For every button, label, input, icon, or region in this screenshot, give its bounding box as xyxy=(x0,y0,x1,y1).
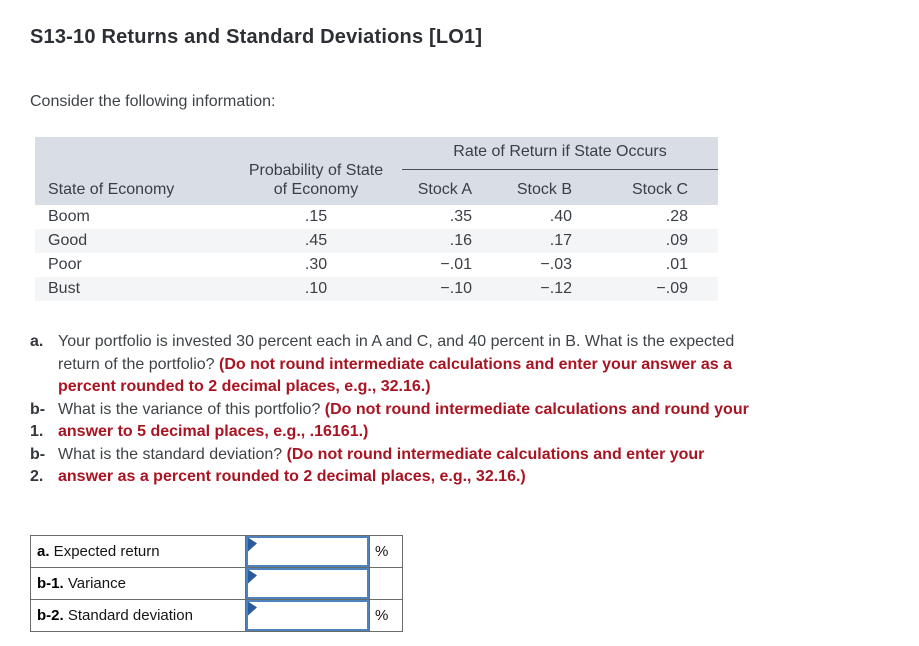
cell-stock-a: .35 xyxy=(449,208,472,225)
answer-input-cell xyxy=(245,534,370,568)
answer-label-text: Expected return xyxy=(49,542,160,560)
question-item-b2: b-2. What is the standard deviation? (Do… xyxy=(30,444,760,489)
info-table: Probability of State of Economy Rate of … xyxy=(35,137,718,301)
info-table-header: Probability of State of Economy Rate of … xyxy=(35,137,718,205)
answer-input-cell xyxy=(245,598,370,632)
cell-stock-c: −.09 xyxy=(656,280,688,297)
cell-state: Good xyxy=(48,232,88,249)
standard-deviation-input[interactable] xyxy=(246,599,369,631)
cell-state: Poor xyxy=(48,256,82,273)
info-table-body: Boom .15 .35 .40 .28 Good .45 .16 .17 .0… xyxy=(35,205,718,301)
cell-probability: .45 xyxy=(304,232,328,249)
question-item-a: a. Your portfolio is invested 30 percent… xyxy=(30,331,760,399)
question-body-text: What is the variance of this portfolio? xyxy=(58,400,325,418)
question-text: What is the standard deviation? (Do not … xyxy=(58,444,760,489)
answer-label-text: Standard deviation xyxy=(63,606,193,624)
question-body-text: What is the standard deviation? xyxy=(58,445,287,463)
question-label: b-1. xyxy=(30,400,46,441)
question-item-b1: b-1. What is the variance of this portfo… xyxy=(30,399,760,444)
cell-stock-c: .09 xyxy=(665,232,688,249)
question-list: a. Your portfolio is invested 30 percent… xyxy=(30,331,760,489)
expected-return-input[interactable] xyxy=(246,535,369,567)
span-header-rate-of-return: Rate of Return if State Occurs xyxy=(402,137,718,170)
table-row-bust: Bust .10 −.10 −.12 −.09 xyxy=(35,277,718,301)
question-label: a. xyxy=(30,333,44,350)
problem-content: S13-10 Returns and Standard Deviations [… xyxy=(30,26,760,632)
col-header-stock-b: Stock B xyxy=(502,169,602,205)
question-body-text: Your portfolio is invested 30 percent ea… xyxy=(58,333,735,373)
col-header-state-of-economy: State of Economy xyxy=(35,169,230,205)
cell-probability: .10 xyxy=(304,280,328,297)
cell-stock-b: −.03 xyxy=(540,256,572,273)
cell-stock-b: −.12 xyxy=(540,280,572,297)
empty-suffix xyxy=(369,566,403,600)
cell-stock-b: .40 xyxy=(549,208,572,225)
answer-label-prefix: b-2. xyxy=(37,606,64,624)
table-row-good: Good .45 .16 .17 .09 xyxy=(35,229,718,253)
col-header-probability-line1: Probability of State xyxy=(248,162,384,179)
answer-label: a. Expected return xyxy=(30,534,246,568)
col-header-stock-c: Stock C xyxy=(602,169,718,205)
question-text: Your portfolio is invested 30 percent ea… xyxy=(58,331,760,399)
cell-stock-a: −.01 xyxy=(440,256,472,273)
cell-stock-c: .28 xyxy=(665,208,688,225)
question-instruction: (Do not round intermediate calculations … xyxy=(58,355,732,396)
percent-suffix: % xyxy=(369,534,403,568)
col-header-stock-a: Stock A xyxy=(402,169,502,205)
answer-label-text: Variance xyxy=(63,574,126,592)
answer-table: a. Expected return % b-1. Variance xyxy=(30,534,403,632)
cell-stock-a: .16 xyxy=(449,232,472,249)
answer-label-prefix: a. xyxy=(37,542,50,560)
cell-state: Bust xyxy=(48,280,81,297)
answer-row-expected-return: a. Expected return % xyxy=(30,534,403,568)
question-label: b-2. xyxy=(30,445,46,486)
cell-state: Boom xyxy=(48,208,90,225)
answer-label: b-1. Variance xyxy=(30,566,246,600)
page-title: S13-10 Returns and Standard Deviations [… xyxy=(30,26,483,48)
header-spacer-cell xyxy=(35,137,230,169)
variance-input[interactable] xyxy=(246,567,369,599)
question-instruction: (Do not round intermediate calculations … xyxy=(58,400,749,441)
answer-row-standard-deviation: b-2. Standard deviation % xyxy=(30,598,403,632)
table-row-poor: Poor .30 −.01 −.03 .01 xyxy=(35,253,718,277)
intro-text: Consider the following information: xyxy=(30,93,276,110)
question-instruction: (Do not round intermediate calculations … xyxy=(58,445,705,486)
col-header-probability: Probability of State of Economy xyxy=(230,137,402,205)
answer-input-cell xyxy=(245,566,370,600)
cell-probability: .15 xyxy=(304,208,328,225)
question-text: What is the variance of this portfolio? … xyxy=(58,399,760,444)
answer-row-variance: b-1. Variance xyxy=(30,566,403,600)
cell-probability: .30 xyxy=(304,256,328,273)
answer-label: b-2. Standard deviation xyxy=(30,598,246,632)
col-header-probability-line2: of Economy xyxy=(273,181,359,198)
percent-suffix: % xyxy=(369,598,403,632)
table-row-boom: Boom .15 .35 .40 .28 xyxy=(35,205,718,229)
cell-stock-a: −.10 xyxy=(440,280,472,297)
answer-label-prefix: b-1. xyxy=(37,574,64,592)
cell-stock-b: .17 xyxy=(549,232,572,249)
cell-stock-c: .01 xyxy=(665,256,688,273)
